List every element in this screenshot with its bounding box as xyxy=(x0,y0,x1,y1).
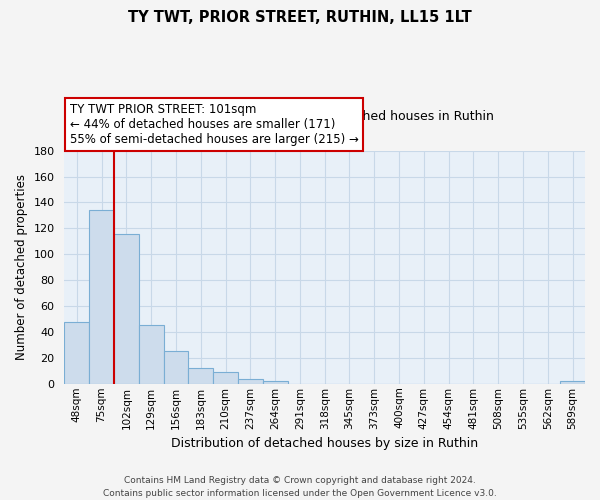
Bar xyxy=(560,381,585,384)
Bar xyxy=(89,210,114,384)
Bar xyxy=(114,234,139,384)
Bar xyxy=(188,368,213,384)
Text: TY TWT PRIOR STREET: 101sqm
← 44% of detached houses are smaller (171)
55% of se: TY TWT PRIOR STREET: 101sqm ← 44% of det… xyxy=(70,103,358,146)
Bar xyxy=(213,372,238,384)
Bar xyxy=(238,378,263,384)
Bar xyxy=(263,381,287,384)
X-axis label: Distribution of detached houses by size in Ruthin: Distribution of detached houses by size … xyxy=(171,437,478,450)
Text: Contains HM Land Registry data © Crown copyright and database right 2024.
Contai: Contains HM Land Registry data © Crown c… xyxy=(103,476,497,498)
Bar xyxy=(64,322,89,384)
Y-axis label: Number of detached properties: Number of detached properties xyxy=(15,174,28,360)
Title: Size of property relative to detached houses in Ruthin: Size of property relative to detached ho… xyxy=(156,110,494,123)
Bar xyxy=(164,352,188,384)
Bar xyxy=(139,326,164,384)
Text: TY TWT, PRIOR STREET, RUTHIN, LL15 1LT: TY TWT, PRIOR STREET, RUTHIN, LL15 1LT xyxy=(128,10,472,25)
